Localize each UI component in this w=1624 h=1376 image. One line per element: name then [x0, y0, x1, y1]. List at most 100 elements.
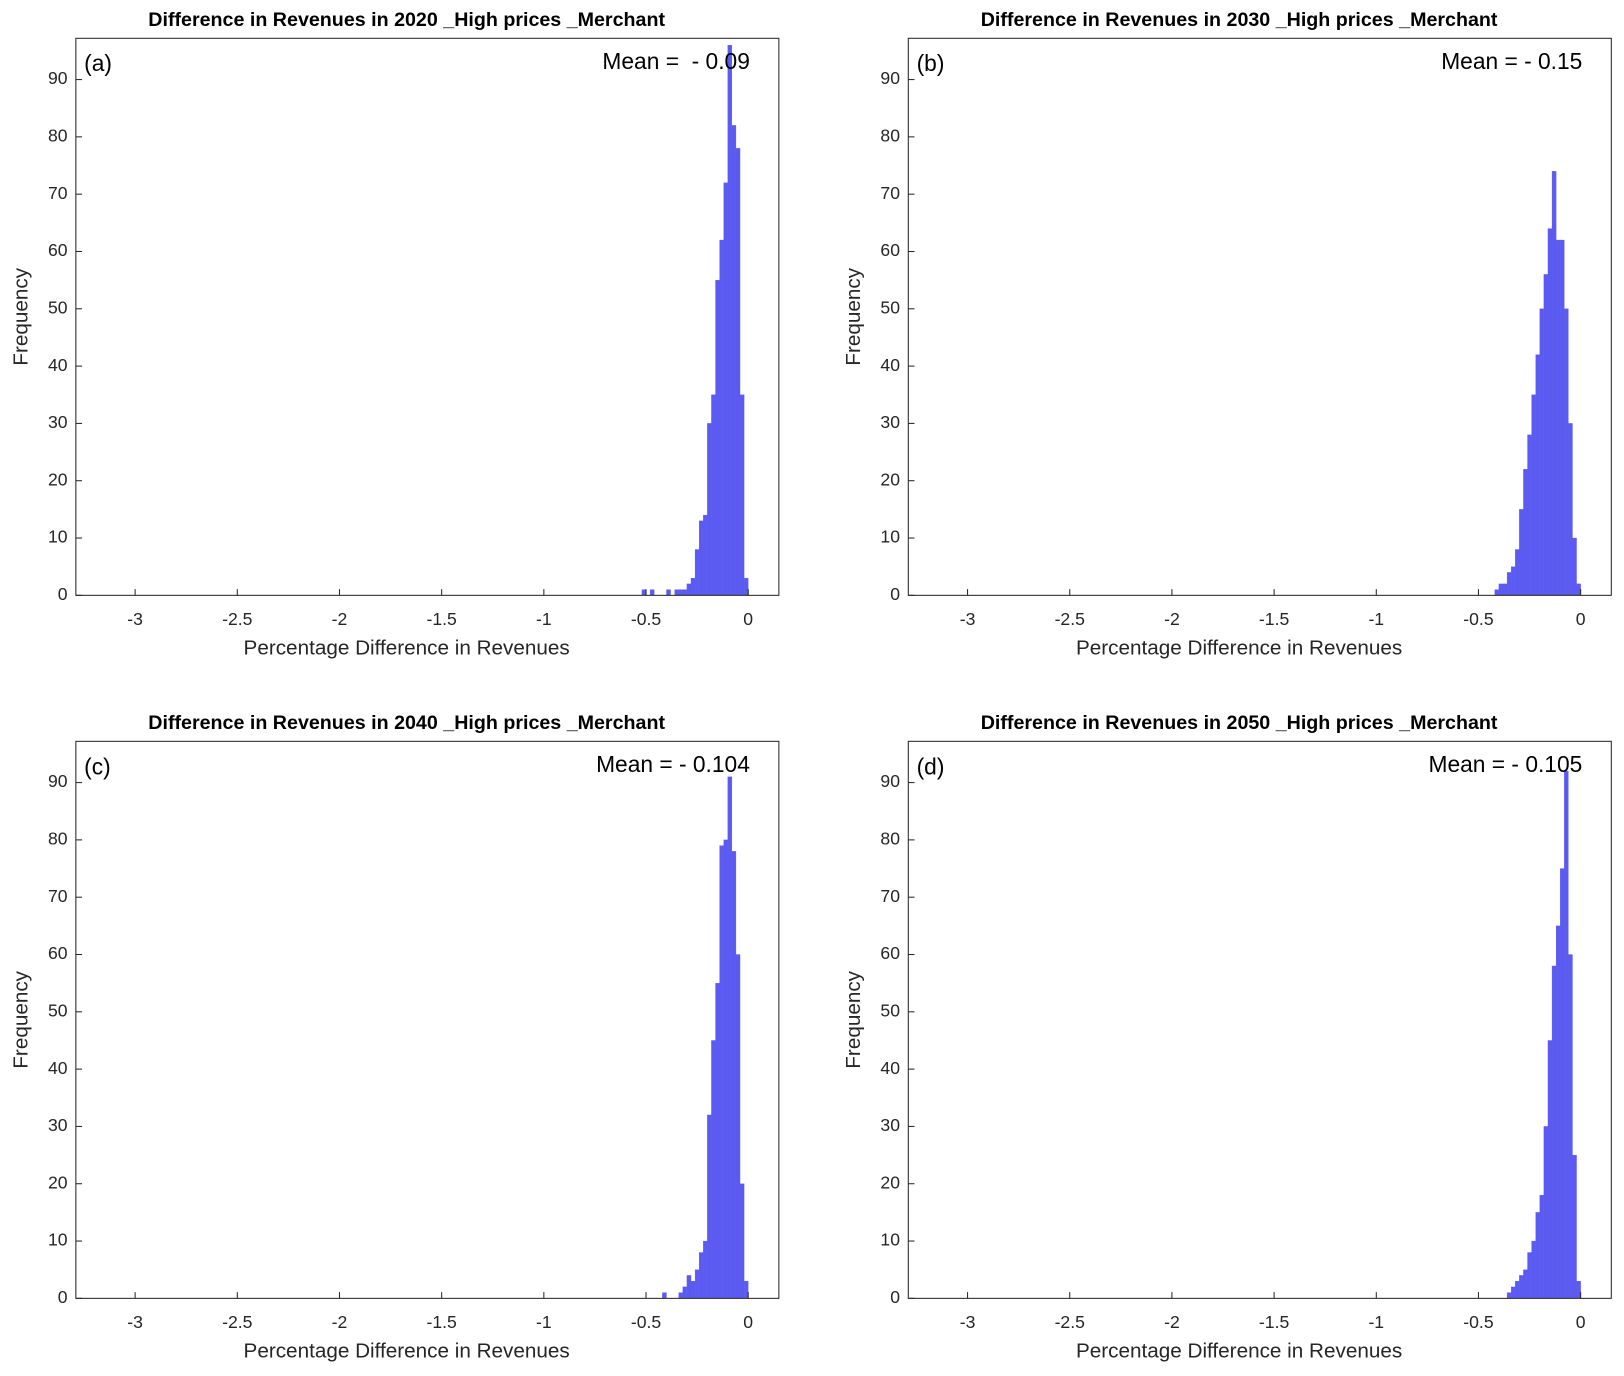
histogram-bar	[707, 423, 712, 596]
axes-box	[75, 37, 780, 596]
histogram-bar	[723, 182, 728, 596]
histogram-bar	[1523, 469, 1528, 596]
histogram-bar	[674, 589, 679, 596]
chart-title: Difference in Revenues in 2050 _High pri…	[981, 712, 1498, 734]
chart-title: Difference in Revenues in 2030 _High pri…	[981, 9, 1498, 31]
histogram-bar	[1531, 394, 1536, 596]
histogram-bar	[699, 520, 704, 596]
histogram-bar	[686, 583, 692, 596]
histogram-bar	[739, 1183, 745, 1299]
histogram-bar	[707, 1114, 712, 1299]
y-tick-label: 20	[48, 1172, 68, 1192]
histogram-bar	[735, 954, 741, 1299]
histogram-bar	[703, 514, 708, 596]
x-tick-label: -3	[127, 1312, 143, 1332]
y-tick-label: 20	[48, 469, 68, 489]
histogram-bar	[1511, 1286, 1516, 1299]
y-tick-label: 90	[48, 68, 68, 88]
histogram-bar	[735, 148, 741, 596]
histogram-bar	[1539, 308, 1545, 596]
y-tick-label: 50	[48, 1000, 68, 1020]
y-tick-label: 20	[880, 469, 900, 489]
histogram-bar	[719, 239, 724, 596]
histogram-bar	[1502, 583, 1508, 596]
x-tick-label: -1.5	[1259, 609, 1290, 629]
histogram-bar	[641, 589, 647, 596]
y-tick-label: 90	[880, 68, 900, 88]
histogram-bar	[1568, 423, 1573, 596]
x-tick-label: -1	[536, 1312, 552, 1332]
panel-label: (c)	[84, 753, 111, 779]
histogram-bar	[1527, 434, 1532, 596]
y-axis-label: Frequency	[9, 267, 32, 365]
histogram-bar	[1515, 549, 1520, 596]
y-tick-label: 50	[880, 297, 900, 317]
histogram-bar	[723, 839, 728, 1299]
y-tick-label: 30	[880, 412, 900, 432]
histogram-bar	[1547, 1040, 1553, 1299]
y-tick-label: 0	[58, 1287, 68, 1307]
histogram-bar	[1555, 925, 1561, 1299]
histogram-bar	[703, 1240, 708, 1299]
histogram-bar	[1519, 1275, 1524, 1299]
histogram-bar	[662, 1292, 667, 1299]
histogram-bar	[682, 589, 688, 596]
y-tick-label: 70	[880, 886, 900, 906]
histogram-bar	[1555, 239, 1561, 596]
x-tick-label: -1	[1368, 1312, 1384, 1332]
histogram-bar	[694, 549, 700, 596]
y-tick-label: 10	[48, 527, 68, 547]
panel-label: (a)	[84, 50, 112, 76]
histogram-bar	[715, 279, 720, 596]
x-tick-label: -2	[1164, 1312, 1180, 1332]
x-tick-label: -1.5	[427, 609, 458, 629]
x-tick-label: -2	[1164, 609, 1180, 629]
chart-title: Difference in Revenues in 2040 _High pri…	[148, 712, 665, 734]
y-tick-label: 20	[880, 1172, 900, 1192]
x-tick-label: -1	[1368, 609, 1384, 629]
y-tick-label: 80	[880, 829, 900, 849]
y-tick-label: 90	[48, 771, 68, 791]
y-tick-label: 30	[48, 412, 68, 432]
y-tick-label: 60	[48, 240, 68, 260]
histogram-bar	[731, 851, 737, 1299]
y-tick-label: 0	[890, 1287, 900, 1307]
x-tick-label: -0.5	[1463, 1312, 1494, 1332]
histogram-bar	[715, 983, 720, 1299]
x-tick-label: -2.5	[222, 1312, 253, 1332]
histogram-bar	[690, 1281, 696, 1299]
x-tick-label: -2	[332, 1312, 348, 1332]
histogram-bar	[1551, 965, 1557, 1299]
x-tick-label: -1	[536, 609, 552, 629]
axes-box	[75, 740, 780, 1299]
y-tick-label: 80	[48, 829, 68, 849]
y-tick-label: 10	[48, 1230, 68, 1250]
histogram-bar	[1515, 1281, 1520, 1299]
histogram-bar	[678, 1292, 683, 1299]
y-axis-label: Frequency	[842, 970, 865, 1068]
panel-label: (b)	[917, 50, 945, 76]
histogram-bar	[1572, 1154, 1577, 1299]
axes-box	[907, 37, 1612, 596]
x-tick-label: 0	[743, 1312, 753, 1332]
histogram-bar	[727, 776, 733, 1299]
x-tick-label: -2.5	[1055, 609, 1086, 629]
y-tick-label: 40	[48, 355, 68, 375]
annotation: Mean = - 0.15	[1441, 48, 1582, 74]
histogram-bar	[1547, 228, 1553, 596]
histogram-bar	[739, 394, 745, 596]
x-tick-label: -2.5	[1055, 1312, 1086, 1332]
histogram-bar	[743, 1281, 749, 1299]
y-axis-label: Frequency	[842, 267, 865, 365]
histogram-bar	[1539, 1195, 1545, 1299]
x-tick-label: -3	[960, 609, 976, 629]
histogram-bar	[699, 1252, 704, 1299]
histogram-bar	[1560, 239, 1565, 596]
annotation: Mean = - 0.105	[1429, 751, 1583, 777]
histogram-bar	[719, 845, 724, 1299]
histogram-bar	[666, 589, 671, 596]
x-tick-label: 0	[743, 609, 753, 629]
axes-box	[907, 740, 1612, 1299]
x-tick-label: -3	[960, 1312, 976, 1332]
